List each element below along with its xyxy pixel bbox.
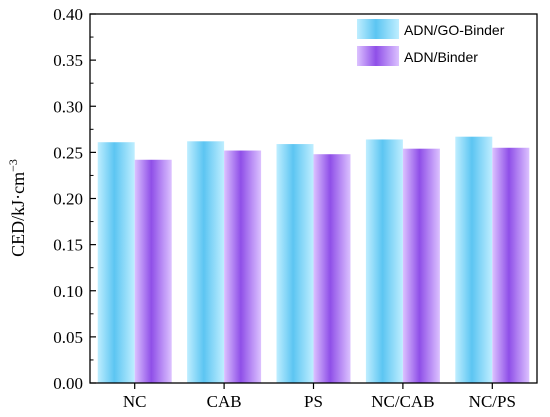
legend: ADN/GO-Binder ADN/Binder [357, 19, 505, 66]
bar-series-1-cab [187, 141, 225, 383]
bar-series-2-nc-ps [492, 147, 530, 383]
y-tick-label: 0.35 [53, 51, 83, 70]
y-axis-title: CED/kJ·cm−3 [6, 159, 28, 257]
y-tick-label: 0.15 [53, 236, 83, 255]
y-tick-label: 0.40 [53, 5, 83, 24]
y-tick-label: 0.30 [53, 97, 83, 116]
bar-series-1-nc-cab [365, 139, 403, 383]
legend-label-series-1: ADN/GO-Binder [404, 22, 505, 38]
y-tick-label: 0.05 [53, 328, 83, 347]
bar-series-1-nc [97, 142, 135, 383]
x-tick-label: PS [304, 392, 323, 411]
legend-swatch-series-2 [357, 46, 399, 66]
y-tick-label: 0.10 [53, 282, 83, 301]
y-tick-label: 0.20 [53, 190, 83, 209]
legend-swatch-series-1 [357, 19, 399, 39]
legend-label-series-2: ADN/Binder [404, 49, 478, 65]
x-axis: NC CAB PS NC/CAB NC/PS [123, 383, 516, 411]
bar-series-1-nc-ps [455, 136, 493, 383]
bars-group [97, 136, 530, 383]
bar-series-1-ps [276, 144, 314, 383]
x-tick-label: NC [123, 392, 147, 411]
x-tick-label: NC/CAB [371, 392, 434, 411]
y-tick-label: 0.00 [53, 374, 83, 393]
bar-series-2-nc-cab [402, 148, 440, 383]
y-axis: 0.00 0.05 0.10 0.15 0.20 0.25 0.30 0.35 0.40 [53, 5, 96, 393]
bar-series-2-nc [134, 159, 172, 383]
x-tick-label: NC/PS [469, 392, 516, 411]
y-tick-label: 0.25 [53, 143, 83, 162]
bar-series-2-ps [313, 154, 351, 383]
x-tick-label: CAB [207, 392, 242, 411]
bar-series-2-cab [224, 150, 262, 383]
